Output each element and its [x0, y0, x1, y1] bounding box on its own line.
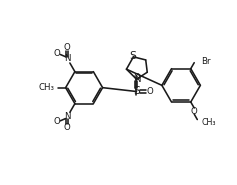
Text: N: N: [134, 75, 141, 84]
Text: O: O: [54, 49, 60, 58]
Text: O: O: [191, 107, 198, 116]
Text: CH₃: CH₃: [202, 118, 216, 127]
Text: O: O: [64, 123, 71, 132]
Text: CH₃: CH₃: [38, 83, 54, 92]
Text: N: N: [64, 54, 70, 63]
Text: O: O: [133, 73, 140, 82]
Text: O: O: [64, 43, 71, 52]
Text: O: O: [147, 87, 154, 96]
Text: S: S: [133, 87, 140, 97]
Text: N: N: [64, 112, 70, 122]
Text: O: O: [54, 117, 60, 126]
Text: S: S: [129, 51, 136, 61]
Text: Br: Br: [201, 57, 211, 66]
